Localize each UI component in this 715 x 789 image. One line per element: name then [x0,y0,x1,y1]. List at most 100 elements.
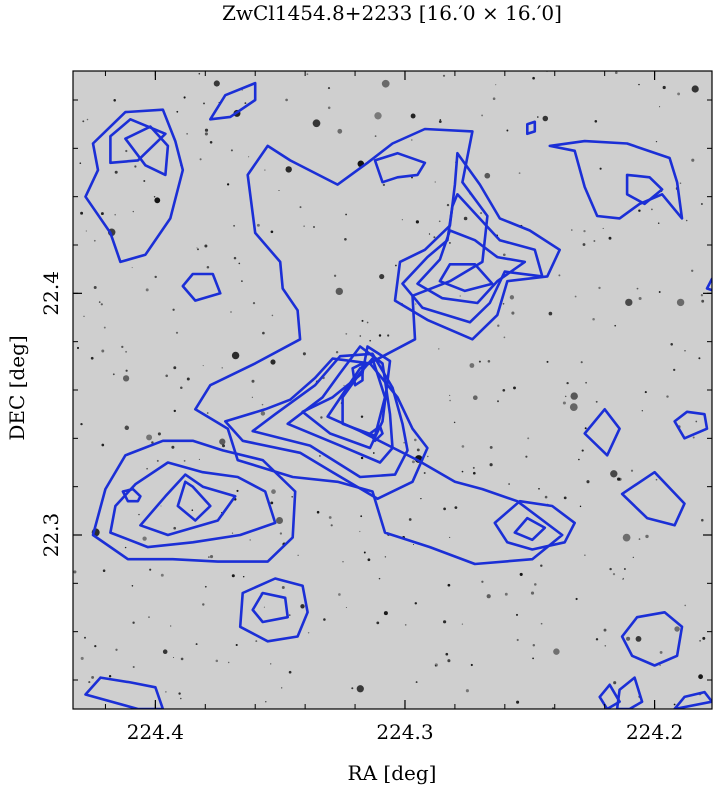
star-source [484,172,491,179]
star-source [615,71,618,74]
contour-line [493,499,576,551]
y-axis-label: DEC [deg] [5,335,29,440]
star-source [548,311,553,316]
star-source [537,116,539,118]
y-tick-label: 22.4 [39,271,63,316]
star-source [638,209,641,212]
star-source [88,681,91,684]
contour-line [373,151,427,184]
star-source [443,620,447,624]
star-source [124,546,127,549]
star-source [622,533,631,542]
x-tick-label: 224.4 [127,720,184,744]
star-source [449,399,451,402]
star-source [383,611,388,616]
star-source [227,661,230,664]
star-source [562,401,566,405]
star-source [271,489,276,494]
star-source [165,691,167,693]
star-source [288,670,292,674]
star-source [673,703,676,706]
star-source [472,395,478,401]
star-source [372,452,375,454]
star-source [571,229,573,231]
star-source [297,554,299,556]
star-source [610,470,618,478]
star-source [384,556,387,558]
star-source [381,79,390,88]
star-source [86,118,89,121]
star-source [363,551,366,554]
star-source [359,335,362,337]
star-source [251,379,255,383]
star-source [270,359,276,365]
star-source [285,98,288,102]
star-source [270,230,274,234]
star-source [275,516,284,525]
star-source [472,471,476,475]
star-source [80,211,84,215]
star-source [313,226,315,228]
star-source [614,324,617,327]
star-source [366,321,369,324]
star-source [173,526,177,530]
x-tick-label: 224.2 [626,720,683,744]
star-source [592,318,595,321]
contour-line [209,81,257,121]
star-source [613,681,617,685]
star-source [691,85,699,93]
star-source [433,236,436,239]
star-source [599,167,602,170]
star-source [540,622,543,625]
star-source [503,336,506,339]
x-axis-label: RA [deg] [348,761,437,785]
star-source [338,593,341,596]
star-source [231,351,240,360]
star-source [563,496,567,500]
contour-line [124,125,170,177]
x-axis: 224.4 224.3 224.2 [104,71,683,744]
star-source [434,663,438,667]
star-source [82,120,85,123]
star-source [684,350,686,352]
star-source [94,644,97,648]
star-source [578,458,580,461]
star-source [461,623,464,625]
star-source [345,606,347,609]
star-source [203,102,205,105]
star-source [202,365,204,367]
star-source [635,635,642,642]
star-source [142,536,147,541]
contour-line [526,120,537,136]
contour-line [705,277,712,292]
star-source [449,536,451,538]
star-source [702,636,706,640]
star-source [515,613,519,616]
star-source [303,225,305,227]
star-source [351,687,354,690]
star-source [198,72,201,75]
star-source [288,614,291,617]
star-source [134,165,137,168]
star-source [252,302,256,305]
contour-line [251,591,289,624]
star-source [428,233,431,235]
contour-line [238,577,309,643]
star-source [495,84,497,86]
star-source [251,396,253,398]
star-source [260,411,266,416]
star-source [101,443,105,447]
star-source [602,227,604,229]
star-source [108,675,112,678]
star-source [625,298,633,307]
star-source [263,606,265,608]
contour-line [139,473,237,537]
star-source [244,102,247,105]
star-source [532,644,536,647]
star-source [414,602,418,605]
star-source [516,638,519,642]
star-source [415,681,418,684]
star-source [236,489,239,492]
contour-line [84,108,185,264]
